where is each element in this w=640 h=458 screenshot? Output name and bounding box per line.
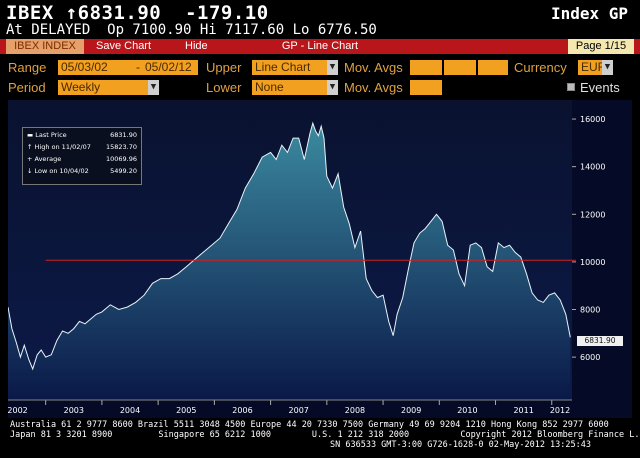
mov-avg-field-1[interactable] xyxy=(410,60,442,75)
legend-value: 6831.90 xyxy=(110,131,137,139)
lower-dropdown-icon[interactable]: ▼ xyxy=(327,80,338,95)
x-tick-label: 2005 xyxy=(176,406,196,415)
x-tick-label: 2012 xyxy=(550,406,570,415)
legend-last-price: ▬ Last Price 6831.90 xyxy=(27,131,137,142)
page-indicator[interactable]: Page 1/15 xyxy=(568,39,634,54)
lower-label: Lower xyxy=(206,80,242,95)
currency-label: Currency xyxy=(514,60,567,75)
y-tick-label: 14000 xyxy=(580,163,605,172)
upper-select[interactable]: Line Chart xyxy=(252,60,327,75)
legend-key: + Average xyxy=(27,155,62,163)
legend-key: ↓ Low on 10/04/02 xyxy=(27,167,89,175)
lower-mov-avg-field[interactable] xyxy=(410,80,442,95)
security-type-label: Index GP xyxy=(550,4,628,23)
chart-legend: ▬ Last Price 6831.90 ↑ High on 11/02/07 … xyxy=(22,127,142,185)
x-tick-label: 2011 xyxy=(513,406,533,415)
legend-average: + Average 10069.96 xyxy=(27,155,137,166)
save-chart-button[interactable]: Save Chart xyxy=(96,40,152,52)
upper-label: Upper xyxy=(206,60,242,75)
hide-button[interactable]: Hide xyxy=(185,40,208,52)
period-label: Period xyxy=(8,80,46,95)
x-tick-label: 2010 xyxy=(457,406,477,415)
y-tick-label: 8000 xyxy=(580,306,600,315)
y-tick-label: 10000 xyxy=(580,258,605,267)
currency-dropdown-icon[interactable]: ▼ xyxy=(602,60,613,75)
footer-timestamp: SN 636533 GMT-3:00 G726-1628-0 02-May-20… xyxy=(330,440,591,450)
security-button[interactable]: IBEX INDEX xyxy=(6,39,84,54)
upper-dropdown-icon[interactable]: ▼ xyxy=(327,60,338,75)
x-tick-label: 2003 xyxy=(64,406,84,415)
footer-contacts-line1: Australia 61 2 9777 8600 Brazil 5511 304… xyxy=(10,420,609,430)
lower-select[interactable]: None xyxy=(252,80,327,95)
x-tick-label: 2006 xyxy=(232,406,252,415)
y-tick-label: 12000 xyxy=(580,210,605,219)
price-line xyxy=(8,121,571,371)
ticker-headline: IBEX ↑6831.90 -179.10 xyxy=(6,2,269,24)
mov-avg-field-3[interactable] xyxy=(478,60,508,75)
mov-avgs-label-lower: Mov. Avgs xyxy=(344,80,403,95)
price-area xyxy=(8,123,571,400)
range-label: Range xyxy=(8,60,47,75)
mov-avg-field-2[interactable] xyxy=(444,60,476,75)
quote-line: At DELAYED Op 7100.90 Hi 7117.60 Lo 6776… xyxy=(6,22,377,38)
x-tick-label: 2009 xyxy=(401,406,421,415)
last-price-tag: 6831.90 xyxy=(577,336,623,346)
events-checkbox[interactable] xyxy=(567,83,575,91)
period-select[interactable]: Weekly xyxy=(58,80,148,95)
legend-value: 10069.96 xyxy=(105,155,137,163)
period-dropdown-icon[interactable]: ▼ xyxy=(148,80,159,95)
toolbar: GP - Line Chart IBEX INDEX Save Chart Hi… xyxy=(0,39,640,54)
range-start-field[interactable]: 05/03/02 xyxy=(58,60,136,75)
x-tick-label: 2002 xyxy=(8,406,28,415)
events-label: Events xyxy=(580,80,620,95)
mov-avgs-label: Mov. Avgs xyxy=(344,60,403,75)
range-separator: - xyxy=(136,60,142,75)
legend-key: ↑ High on 11/02/07 xyxy=(27,143,91,151)
legend-high: ↑ High on 11/02/07 15823.70 xyxy=(27,143,137,154)
legend-value: 5499.20 xyxy=(110,167,137,175)
x-tick-label: 2007 xyxy=(289,406,309,415)
currency-select[interactable]: EUR xyxy=(578,60,606,75)
range-end-field[interactable]: 05/02/12 xyxy=(142,60,198,75)
y-tick-label: 16000 xyxy=(580,115,605,124)
footer-contacts-line2: Japan 81 3 3201 8900 Singapore 65 6212 1… xyxy=(10,430,640,440)
legend-low: ↓ Low on 10/04/02 5499.20 xyxy=(27,167,137,178)
legend-key: ▬ Last Price xyxy=(27,131,67,139)
chart-title-bar: GP - Line Chart xyxy=(281,40,359,52)
legend-value: 15823.70 xyxy=(105,143,137,151)
x-tick-label: 2004 xyxy=(120,406,140,415)
x-tick-label: 2008 xyxy=(345,406,365,415)
y-tick-label: 6000 xyxy=(580,353,600,362)
